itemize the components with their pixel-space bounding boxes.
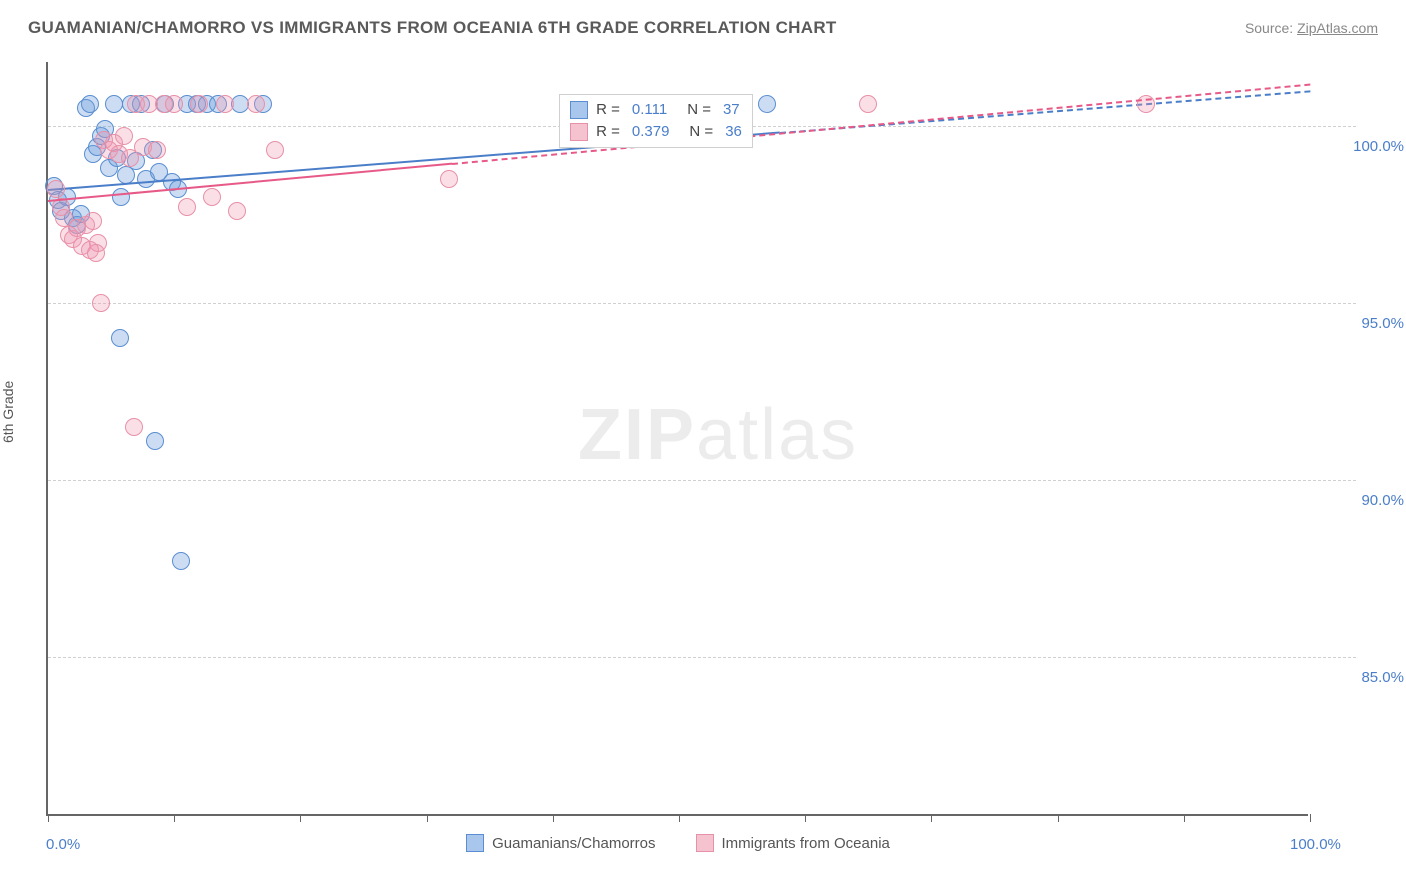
scatter-point-oceania xyxy=(216,95,234,113)
legend-label-guamanians: Guamanians/Chamorros xyxy=(492,835,655,852)
plot-area: ZIPatlas 100.0%95.0%90.0%85.0%0.0%100.0%… xyxy=(46,62,1308,816)
correlation-stats-box: R = 0.111 N = 37 R = 0.379 N = 36 xyxy=(559,94,753,148)
x-tick xyxy=(174,814,175,822)
legend-item-guamanians: Guamanians/Chamorros xyxy=(466,834,655,852)
y-tick-label: 100.0% xyxy=(1324,138,1404,155)
scatter-point-oceania xyxy=(92,294,110,312)
scatter-point-guamanians xyxy=(81,95,99,113)
scatter-point-guamanians xyxy=(112,188,130,206)
swatch-oceania xyxy=(570,123,588,141)
r-label: R = xyxy=(596,123,620,140)
r-value-oceania: 0.379 xyxy=(632,123,670,140)
scatter-point-oceania xyxy=(859,95,877,113)
scatter-point-oceania xyxy=(125,418,143,436)
scatter-point-oceania xyxy=(203,188,221,206)
legend-bottom: Guamanians/Chamorros Immigrants from Ocea… xyxy=(48,834,1308,852)
trendline-guamanians-dash xyxy=(780,90,1310,134)
y-tick-label: 90.0% xyxy=(1324,492,1404,509)
scatter-point-guamanians xyxy=(105,95,123,113)
legend-swatch-guamanians xyxy=(466,834,484,852)
x-tick xyxy=(679,814,680,822)
x-tick xyxy=(553,814,554,822)
x-tick xyxy=(1310,814,1311,822)
watermark: ZIPatlas xyxy=(578,394,858,476)
y-tick-label: 85.0% xyxy=(1324,669,1404,686)
stats-row-oceania: R = 0.379 N = 36 xyxy=(570,121,742,143)
x-tick xyxy=(1058,814,1059,822)
gridline-horizontal xyxy=(48,303,1356,304)
source-prefix: Source: xyxy=(1245,20,1297,36)
stats-row-guamanians: R = 0.111 N = 37 xyxy=(570,99,742,121)
watermark-atlas: atlas xyxy=(696,395,858,475)
gridline-horizontal xyxy=(48,657,1356,658)
scatter-point-oceania xyxy=(266,141,284,159)
scatter-point-guamanians xyxy=(758,95,776,113)
scatter-point-oceania xyxy=(84,212,102,230)
chart-source: Source: ZipAtlas.com xyxy=(1245,20,1378,36)
watermark-zip: ZIP xyxy=(578,395,696,475)
scatter-point-oceania xyxy=(247,95,265,113)
x-tick xyxy=(1184,814,1185,822)
y-tick-label: 95.0% xyxy=(1324,315,1404,332)
swatch-guamanians xyxy=(570,101,588,119)
x-tick xyxy=(427,814,428,822)
chart-title: GUAMANIAN/CHAMORRO VS IMMIGRANTS FROM OC… xyxy=(28,18,837,38)
scatter-point-oceania xyxy=(115,127,133,145)
source-link[interactable]: ZipAtlas.com xyxy=(1297,20,1378,36)
scatter-point-oceania xyxy=(178,198,196,216)
x-tick xyxy=(931,814,932,822)
r-label: R = xyxy=(596,101,620,118)
r-value-guamanians: 0.111 xyxy=(632,101,667,118)
x-tick xyxy=(48,814,49,822)
scatter-point-oceania xyxy=(87,244,105,262)
x-tick xyxy=(300,814,301,822)
legend-label-oceania: Immigrants from Oceania xyxy=(722,835,890,852)
n-label: N = xyxy=(689,123,713,140)
y-axis-label: 6th Grade xyxy=(0,381,16,443)
scatter-point-guamanians xyxy=(111,329,129,347)
scatter-point-guamanians xyxy=(172,552,190,570)
legend-swatch-oceania xyxy=(696,834,714,852)
scatter-point-oceania xyxy=(190,95,208,113)
chart-header: GUAMANIAN/CHAMORRO VS IMMIGRANTS FROM OC… xyxy=(28,18,1378,38)
x-tick xyxy=(805,814,806,822)
scatter-point-oceania xyxy=(148,141,166,159)
n-label: N = xyxy=(687,101,711,118)
gridline-horizontal xyxy=(48,480,1356,481)
scatter-point-oceania xyxy=(47,180,65,198)
legend-item-oceania: Immigrants from Oceania xyxy=(696,834,890,852)
n-value-oceania: 36 xyxy=(725,123,742,140)
scatter-point-guamanians xyxy=(146,432,164,450)
scatter-point-oceania xyxy=(165,95,183,113)
scatter-point-oceania xyxy=(440,170,458,188)
scatter-point-oceania xyxy=(228,202,246,220)
n-value-guamanians: 37 xyxy=(723,101,740,118)
plot-container: ZIPatlas 100.0%95.0%90.0%85.0%0.0%100.0%… xyxy=(46,62,1308,816)
